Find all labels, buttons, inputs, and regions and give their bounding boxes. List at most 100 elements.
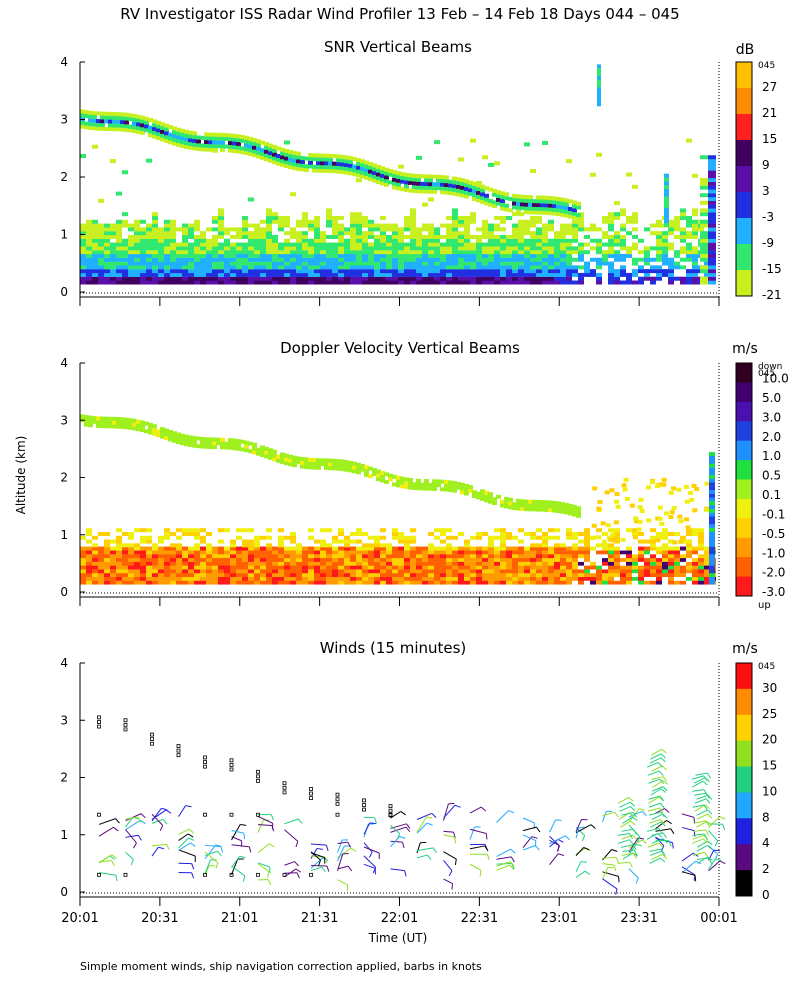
snr-layer-cell bbox=[304, 168, 309, 172]
snr-cell bbox=[350, 250, 356, 254]
snr-cell bbox=[422, 243, 428, 247]
doppler-cell bbox=[662, 532, 668, 536]
doppler-cell bbox=[470, 573, 476, 577]
doppler-layer-cell bbox=[316, 466, 321, 470]
doppler-cell bbox=[356, 581, 362, 585]
snr-cell bbox=[476, 262, 482, 266]
snr-cell bbox=[512, 224, 518, 228]
doppler-cell bbox=[188, 547, 194, 551]
snr-cell bbox=[470, 269, 476, 273]
doppler-cell bbox=[542, 577, 548, 581]
snr-cell bbox=[686, 139, 692, 143]
snr-cell bbox=[542, 262, 548, 266]
doppler-cell bbox=[650, 573, 656, 577]
doppler-cell bbox=[374, 536, 380, 540]
doppler-cell bbox=[590, 565, 596, 569]
wind-barb bbox=[709, 817, 720, 828]
snr-cell bbox=[236, 250, 242, 254]
doppler-cell bbox=[404, 554, 410, 558]
doppler-cell bbox=[296, 573, 302, 577]
snr-cell bbox=[524, 250, 530, 254]
doppler-cell bbox=[656, 532, 662, 536]
snr-cell bbox=[518, 239, 524, 243]
snr-cell bbox=[302, 269, 308, 273]
snr-cell bbox=[116, 243, 122, 247]
snr-cell bbox=[428, 254, 434, 258]
snr-cell bbox=[560, 231, 566, 235]
snr-cell bbox=[368, 231, 374, 235]
doppler-cell bbox=[194, 528, 200, 532]
doppler-cell bbox=[386, 573, 392, 577]
wind-barb-flag bbox=[585, 871, 590, 874]
doppler-cell bbox=[672, 540, 677, 544]
snr-cell bbox=[608, 227, 614, 231]
snr-layer-cell bbox=[444, 175, 449, 179]
doppler-cell bbox=[592, 524, 597, 528]
doppler-cell bbox=[464, 540, 470, 544]
doppler-cell bbox=[302, 565, 308, 569]
snr-cell bbox=[188, 227, 194, 231]
snr-cell bbox=[170, 262, 176, 266]
doppler-cell bbox=[614, 550, 620, 554]
doppler-cell bbox=[500, 565, 506, 569]
doppler-cell bbox=[684, 517, 689, 521]
snr-cell bbox=[266, 231, 272, 235]
snr-cell bbox=[416, 235, 422, 239]
snr-cell bbox=[212, 254, 218, 258]
snr-cell bbox=[236, 273, 242, 277]
colorbar-top-label-2: 045 bbox=[758, 369, 775, 379]
doppler-cell bbox=[176, 577, 182, 581]
snr-cell bbox=[458, 216, 464, 220]
snr-cell bbox=[416, 227, 422, 231]
snr-cell bbox=[236, 254, 242, 258]
wind-barb bbox=[523, 846, 535, 851]
snr-cell bbox=[668, 269, 674, 273]
snr-cell bbox=[290, 262, 296, 266]
snr-cell bbox=[362, 262, 368, 266]
doppler-cell bbox=[596, 558, 602, 562]
colorbar-swatch bbox=[736, 192, 752, 219]
snr-cell bbox=[158, 239, 164, 243]
snr-cell bbox=[362, 216, 368, 220]
snr-cell bbox=[692, 250, 698, 254]
snr-cell bbox=[290, 281, 296, 285]
wind-barb bbox=[603, 864, 615, 865]
snr-cell bbox=[296, 254, 302, 258]
doppler-cell bbox=[296, 554, 302, 558]
snr-cell bbox=[506, 265, 512, 269]
doppler-cell bbox=[386, 581, 392, 585]
doppler-cell bbox=[440, 550, 446, 554]
doppler-cell bbox=[338, 565, 344, 569]
snr-cell bbox=[248, 281, 254, 285]
doppler-cell bbox=[554, 573, 560, 577]
doppler-cell bbox=[86, 573, 92, 577]
doppler-cell bbox=[308, 547, 314, 551]
snr-cell bbox=[86, 224, 92, 228]
snr-cell bbox=[392, 250, 398, 254]
snr-cell bbox=[416, 246, 422, 250]
wind-barb bbox=[709, 861, 720, 871]
doppler-cell bbox=[686, 573, 692, 577]
snr-cell bbox=[284, 243, 290, 247]
doppler-cell bbox=[278, 573, 284, 577]
doppler-cell bbox=[548, 528, 554, 532]
wind-barb bbox=[179, 806, 186, 817]
doppler-cell bbox=[536, 577, 542, 581]
snr-cell bbox=[530, 246, 536, 250]
doppler-cell bbox=[698, 536, 704, 540]
doppler-cell bbox=[446, 573, 452, 577]
snr-cell bbox=[700, 231, 708, 235]
snr-cell bbox=[398, 269, 404, 273]
snr-cell bbox=[380, 224, 386, 228]
doppler-cell bbox=[709, 547, 715, 551]
snr-cell bbox=[452, 269, 458, 273]
doppler-cell bbox=[512, 562, 518, 566]
snr-cell bbox=[344, 281, 350, 285]
snr-cell bbox=[152, 254, 158, 258]
snr-cell bbox=[260, 265, 266, 269]
doppler-cell bbox=[440, 558, 446, 562]
colorbar-label: -3.0 bbox=[762, 585, 785, 599]
doppler-cell bbox=[608, 562, 614, 566]
doppler-cell bbox=[122, 569, 128, 573]
snr-cell bbox=[650, 281, 656, 285]
